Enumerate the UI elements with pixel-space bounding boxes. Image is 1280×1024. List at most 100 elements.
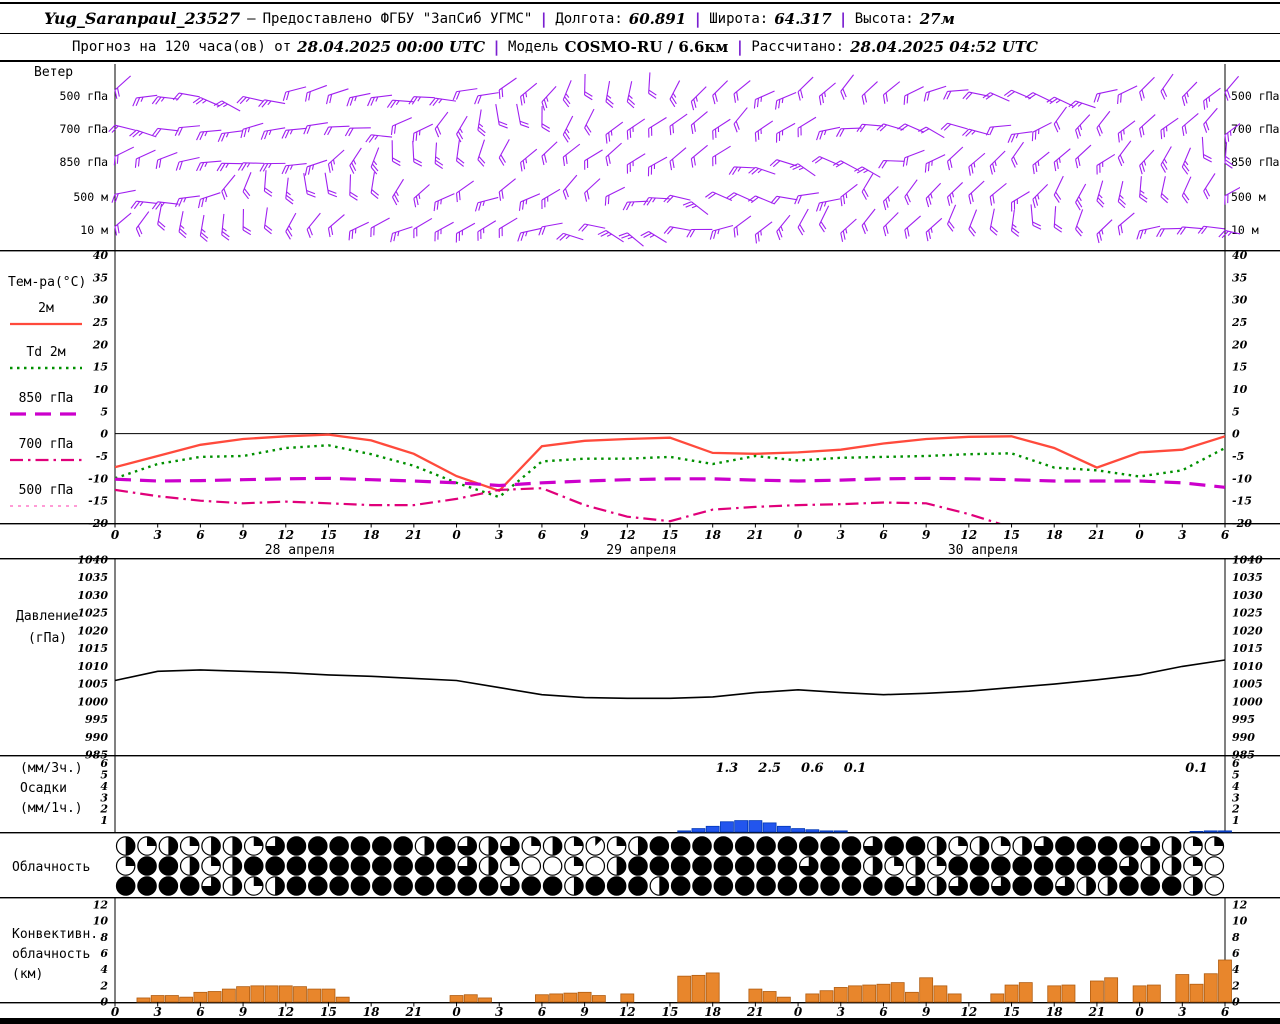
svg-text:8: 8 (100, 931, 108, 944)
svg-text:21: 21 (404, 528, 422, 542)
clouds-panel-title: Облачность (12, 860, 90, 875)
header-bottom-border (0, 60, 1280, 62)
precip-ytick-right: 4 (1232, 780, 1240, 793)
svg-text:1: 1 (100, 814, 108, 827)
temp-ytick-right: 10 (1232, 383, 1248, 396)
svg-text:500 гПа: 500 гПа (19, 483, 74, 498)
svg-text:0: 0 (1232, 428, 1240, 441)
conv-ytick-right: 8 (1232, 931, 1240, 944)
svg-text:6: 6 (100, 757, 108, 770)
temp-series-t700 (115, 487, 1001, 523)
conv-ytick-left: 4 (100, 963, 108, 976)
svg-text:3: 3 (154, 528, 162, 542)
svg-text:1010: 1010 (77, 660, 108, 673)
svg-text:1015: 1015 (77, 642, 108, 655)
svg-text:700 гПа: 700 гПа (60, 122, 108, 136)
svg-text:985: 985 (85, 749, 108, 762)
wind-level-label-left: 10 м (80, 223, 108, 237)
svg-text:1005: 1005 (77, 678, 108, 691)
pressure-ytick-left: 1040 (77, 554, 108, 567)
svg-text:6: 6 (196, 1005, 205, 1019)
separator-icon: | (838, 9, 848, 28)
svg-text:0.1: 0.1 (1185, 761, 1208, 776)
station-name: Yug_Saranpaul_23527 (44, 9, 241, 28)
temp-legend-t700: 700 гПа (10, 437, 82, 462)
svg-text:700 гПа: 700 гПа (1231, 122, 1279, 136)
svg-text:40: 40 (93, 249, 109, 262)
svg-text:990: 990 (85, 731, 108, 744)
svg-text:3: 3 (1232, 791, 1240, 804)
temp-ytick-left: -10 (88, 472, 108, 485)
temp-ytick-left: -20 (88, 517, 108, 530)
svg-text:-10: -10 (1232, 472, 1252, 485)
svg-text:35: 35 (93, 271, 108, 284)
svg-text:18: 18 (704, 528, 721, 542)
svg-text:3: 3 (1178, 528, 1186, 542)
svg-text:40: 40 (1232, 249, 1248, 262)
svg-text:15: 15 (93, 361, 108, 374)
svg-text:1015: 1015 (1232, 642, 1263, 655)
svg-text:850 гПа: 850 гПа (19, 391, 74, 406)
cloud-symbols-row-2 (115, 876, 1225, 896)
svg-text:0: 0 (1232, 996, 1240, 1009)
svg-text:9: 9 (580, 528, 589, 542)
panel-separator (0, 250, 1280, 252)
temp-legend-t2m: 2м (10, 301, 82, 326)
precip-ytick-left: 5 (100, 769, 108, 782)
svg-text:6: 6 (100, 947, 108, 960)
svg-text:15: 15 (1232, 361, 1247, 374)
svg-text:21: 21 (746, 528, 764, 542)
temp-ytick-left: -15 (88, 495, 108, 508)
svg-text:Конвективн.: Конвективн. (12, 927, 98, 942)
svg-text:990: 990 (1232, 731, 1255, 744)
header-line-1: Yug_Saranpaul_23527 — Предоставлено ФГБУ… (0, 5, 1280, 32)
temp-ytick-left: 5 (100, 405, 108, 418)
svg-text:9: 9 (922, 1005, 931, 1019)
temp-ytick-right: 30 (1232, 294, 1248, 307)
svg-text:21: 21 (404, 1005, 422, 1019)
svg-text:12: 12 (93, 899, 109, 912)
svg-text:(мм/3ч.): (мм/3ч.) (20, 761, 83, 776)
svg-text:5: 5 (100, 405, 108, 418)
svg-text:500 м: 500 м (1231, 190, 1266, 204)
time-axis-bottom: 0 3 6 9 12 15 18 21 0 3 6 9 12 15 18 21 0 3 6 9 12 15 18 21 0 3 6 (111, 1002, 1230, 1019)
svg-text:0: 0 (111, 1005, 120, 1019)
svg-text:21: 21 (1088, 528, 1106, 542)
svg-text:28 апреля: 28 апреля (265, 543, 335, 558)
svg-text:1020: 1020 (1232, 624, 1263, 637)
precip-3h-sum-label: 1.3 (716, 761, 739, 776)
svg-text:21: 21 (746, 1005, 764, 1019)
date-label: 30 апреля (948, 543, 1018, 558)
svg-text:-15: -15 (1232, 495, 1252, 508)
svg-text:1025: 1025 (1232, 607, 1263, 620)
wind-level-label-left: 700 гПа (60, 122, 108, 136)
svg-text:3: 3 (495, 1005, 503, 1019)
svg-text:-5: -5 (1232, 450, 1244, 463)
svg-text:9: 9 (239, 1005, 248, 1019)
pressure-ytick-left: 995 (85, 713, 108, 726)
svg-text:1040: 1040 (77, 554, 108, 567)
conv-ytick-left: 2 (99, 979, 108, 992)
altitude-label: Высота: (854, 10, 914, 27)
svg-text:-10: -10 (88, 472, 108, 485)
svg-text:0: 0 (100, 996, 108, 1009)
precip-ytick-left: 1 (100, 814, 108, 827)
pressure-ytick-left: 1010 (77, 660, 108, 673)
temp-legend-t850: 850 гПа (10, 391, 82, 416)
svg-text:(гПа): (гПа) (28, 631, 67, 646)
longitude-value: 60.891 (628, 9, 687, 28)
svg-text:Ветер: Ветер (34, 65, 73, 80)
time-axis-middle: 0 3 6 9 12 15 18 21 0 3 6 9 12 15 18 21 0 3 6 9 12 15 18 21 0 3 6 (111, 523, 1230, 542)
svg-text:2: 2 (1231, 979, 1240, 992)
temp-ytick-left: 40 (93, 249, 109, 262)
precip-3h-sum-label: 0.1 (1185, 761, 1208, 776)
conv-ytick-left: 0 (100, 996, 108, 1009)
svg-text:Давление: Давление (16, 609, 79, 624)
svg-text:30: 30 (1232, 294, 1248, 307)
svg-text:10: 10 (93, 915, 109, 928)
svg-text:Осадки: Осадки (20, 781, 67, 796)
temp-series-t850 (115, 476, 1225, 489)
pressure-ytick-right: 1015 (1232, 642, 1263, 655)
svg-text:15: 15 (1003, 1005, 1020, 1019)
